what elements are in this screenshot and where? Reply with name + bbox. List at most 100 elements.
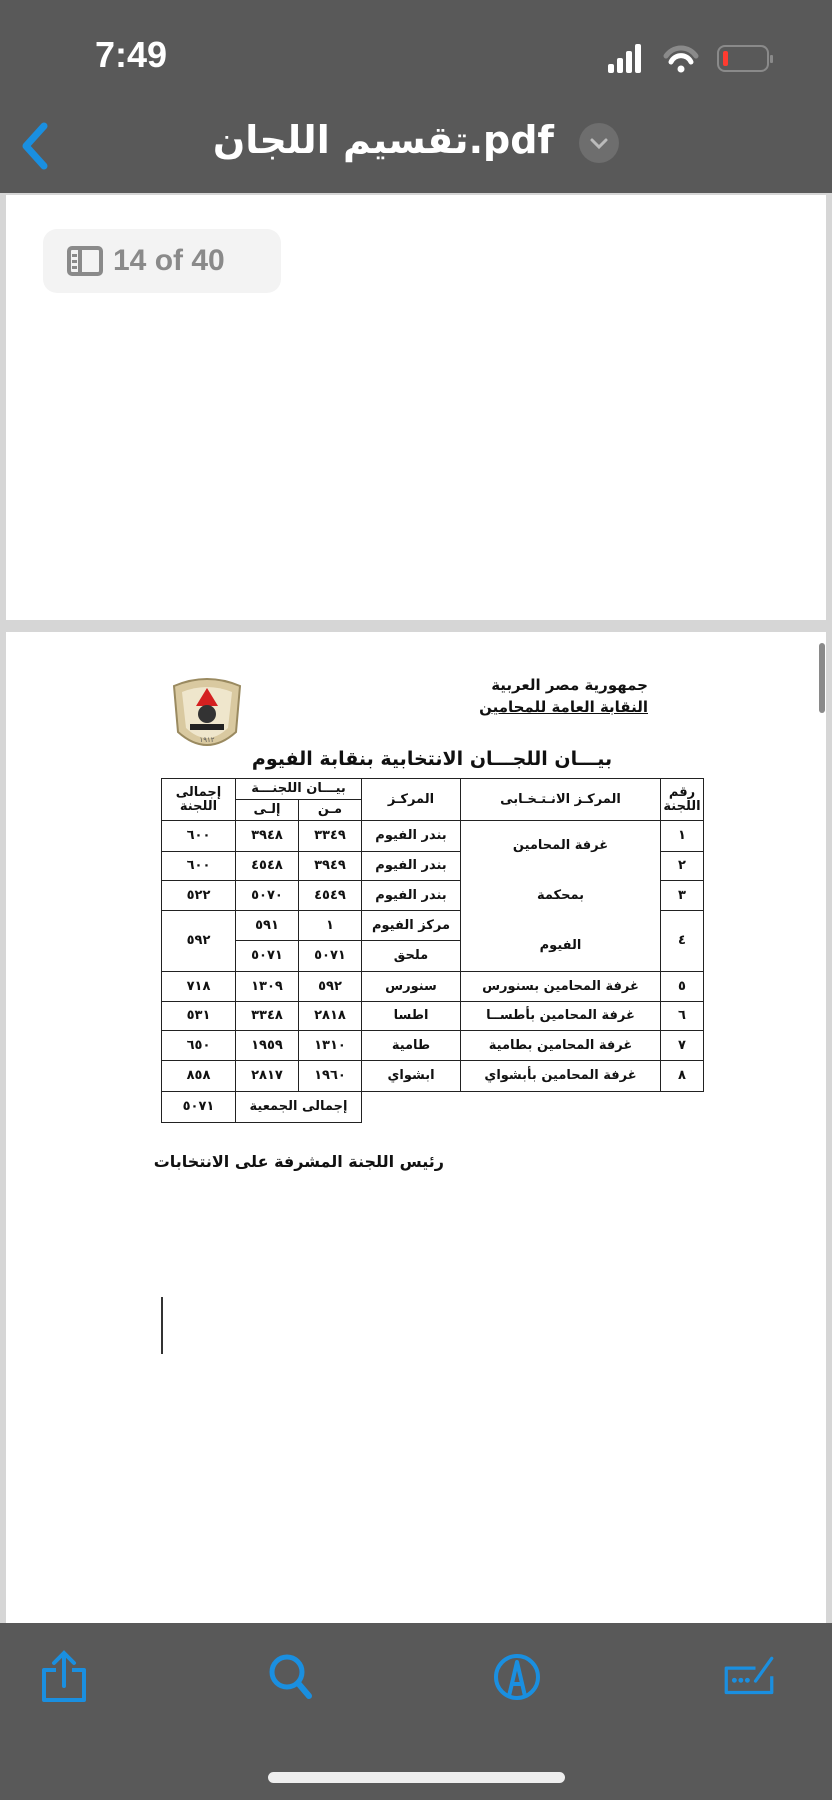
cell-to: ٤٥٤٨ [235,851,299,881]
cell-to: ٥٠٧٠ [235,880,299,911]
svg-text:١٩١٢: ١٩١٢ [199,736,214,744]
cell-to: ٢٨١٧ [235,1060,299,1092]
cell-center: غرفة المحامين بسنورس [460,971,661,1002]
status-icons [608,44,773,73]
scrollbar[interactable] [819,643,825,713]
cell-to: ١٩٥٩ [235,1030,299,1061]
grand-total-value: ٥٠٧١ [161,1091,236,1123]
cell-to: ٣٣٤٨ [235,1001,299,1031]
cell-num: ٢ [660,851,704,881]
cell-from: ٥٠٧١ [298,940,362,972]
table-row: ٥ غرفة المحامين بسنورس سنورس ٥٩٢ ١٣٠٩ ٧١… [161,971,704,1002]
cell-total: ٦٠٠ [161,851,236,881]
grand-total-row: إجمالى الجمعية ٥٠٧١ [161,1091,704,1123]
cell-total: ٥٢٢ [161,880,236,911]
signature-caption: رئيس اللجنة المشرفة على الانتخابات [153,1152,444,1171]
home-indicator[interactable] [268,1772,565,1783]
header-markaz: المركـز [361,778,461,821]
table-row: ٢ بندر الفيوم ٣٩٤٩ ٤٥٤٨ ٦٠٠ [161,851,704,881]
wifi-icon [663,45,699,73]
header-to: إلـى [235,799,299,821]
table-row: ٨ غرفة المحامين بأبشواي ابشواي ١٩٦٠ ٢٨١٧… [161,1060,704,1092]
cell-total: ٨٥٨ [161,1060,236,1092]
cell-from: ٣٩٤٩ [298,851,362,881]
cell-from: ١٩٦٠ [298,1060,362,1092]
cell-from: ٤٥٤٩ [298,880,362,911]
cell-num: ٦ [660,1001,704,1031]
cell-total: ٥٣١ [161,1001,236,1031]
cell-total: ٥٩٢ [161,910,236,972]
table-header-row: رقم اللجنة المركـز الانـتـخـابى المركـز … [161,778,704,821]
cell-num: ٨ [660,1060,704,1092]
table-row: ١ غرفة المحامين بمحكمة الفيوم بندر الفيو… [161,820,704,972]
search-icon[interactable] [265,1650,317,1704]
battery-icon [717,45,773,72]
signal-icon [608,44,641,73]
cell-markaz: مركز الفيوم [361,910,461,941]
cell-to: ٥٩١ [235,910,299,941]
document-header: جمهورية مصر العربية النقابة العامة للمحا… [479,674,648,718]
navigation-bar [0,0,832,193]
cell-from: ١٣١٠ [298,1030,362,1061]
share-icon[interactable] [38,1650,90,1704]
table-row: ٦ غرفة المحامين بأطســا اطسا ٢٨١٨ ٣٣٤٨ ٥… [161,1001,704,1031]
cell-markaz: اطسا [361,1001,461,1031]
cell-total: ٧١٨ [161,971,236,1002]
bar-association-logo: ١٩١٢ [172,678,242,746]
cell-to: ١٣٠٩ [235,971,299,1002]
table-row: ٧ غرفة المحامين بطامية طامية ١٣١٠ ١٩٥٩ ٦… [161,1030,704,1061]
chevron-down-icon[interactable] [579,122,620,163]
cell-to: ٣٩٤٨ [235,820,299,852]
sidebar-icon [67,246,103,276]
header-line-2: النقابة العامة للمحامين [479,698,648,716]
header-num: رقم اللجنة [660,778,704,821]
cell-total: ٦٠٠ [161,820,236,852]
back-chevron-icon[interactable] [18,120,52,172]
cell-total: ٦٥٠ [161,1030,236,1061]
markup-icon[interactable] [491,1650,543,1704]
page-indicator[interactable]: 14 of 40 [43,229,281,293]
table-row: ملحق ٥٠٧١ ٥٠٧١ [162,940,704,972]
cell-markaz: ابشواي [361,1060,461,1092]
center-line: الفيوم [539,938,582,953]
empty-cell [362,1092,704,1123]
header-center: المركـز الانـتـخـابى [460,778,661,821]
cell-markaz: بندر الفيوم [361,820,461,852]
table-row: ٤ مركز الفيوم ١ ٥٩١ ٥٩٢ [161,910,704,972]
cell-num: ٤ [660,910,704,972]
status-time: 7:49 [95,34,168,75]
header-total: إجمالى اللجنة [161,778,236,821]
cell-markaz: بندر الفيوم [361,851,461,881]
cell-center: غرفة المحامين بأبشواي [460,1060,661,1092]
grand-total-label: إجمالى الجمعية [235,1091,362,1123]
page-indicator-label: 14 of 40 [113,244,225,277]
form-fill-icon[interactable] [723,1650,775,1704]
cell-num: ٣ [660,880,704,911]
document-title-button[interactable]: تقسيم اللجان.pdf [0,118,832,163]
cell-markaz: طامية [361,1030,461,1061]
document-heading: بيـــان اللجـــان الانتخابية بنقابة الفي… [251,748,613,770]
header-range: بيـــان اللجنـــة [235,778,362,800]
center-line: غرفة المحامين [512,838,609,853]
cell-num: ٥ [660,971,704,1002]
bottom-toolbar [0,1623,832,1800]
header-line-1: جمهورية مصر العربية [491,676,648,694]
cell-to: ٥٠٧١ [235,940,299,972]
cell-from: ٣٣٤٩ [298,820,362,852]
cell-num: ٧ [660,1030,704,1061]
text-cursor [161,1297,163,1354]
center-line: بمحكمة [536,888,585,903]
cell-markaz: ملحق [361,940,461,972]
cell-center: غرفة المحامين بأطســا [460,1001,661,1031]
committees-table: رقم اللجنة المركـز الانـتـخـابى المركـز … [161,778,704,1123]
header-from: مـن [298,799,362,821]
cell-center: غرفة المحامين بطامية [460,1030,661,1061]
cell-markaz: بندر الفيوم [361,880,461,911]
cell-from: ٢٨١٨ [298,1001,362,1031]
document-title: تقسيم اللجان.pdf [212,118,554,162]
cell-from: ١ [298,910,362,941]
cell-center-merged: غرفة المحامين بمحكمة الفيوم [460,820,661,972]
cell-markaz: سنورس [361,971,461,1002]
cell-num: ١ [660,820,704,852]
cell-from: ٥٩٢ [298,971,362,1002]
